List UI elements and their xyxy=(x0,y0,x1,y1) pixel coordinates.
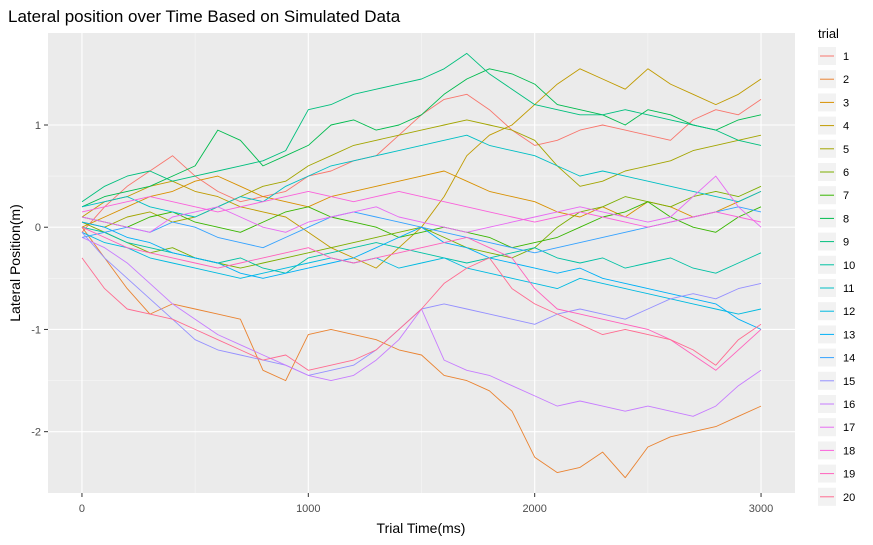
legend-item-trial-14: 14 xyxy=(818,348,855,367)
x-tick-label: 1000 xyxy=(296,503,320,515)
legend-label: 18 xyxy=(843,445,855,457)
series-line-trial-11 xyxy=(81,134,762,218)
x-tick-label: 2000 xyxy=(522,503,546,515)
series-lines xyxy=(81,52,762,479)
legend-label: 8 xyxy=(843,213,849,225)
legend-item-trial-18: 18 xyxy=(818,441,855,460)
y-tick-label: 0 xyxy=(35,222,41,234)
legend-label: 11 xyxy=(843,283,854,295)
legend-item-trial-11: 11 xyxy=(818,279,854,297)
x-tick-label: 0 xyxy=(79,503,85,515)
legend-item-trial-9: 9 xyxy=(818,232,849,251)
y-axis: -2 -1 0 1 xyxy=(31,120,48,439)
series-line-trial-9 xyxy=(81,52,762,203)
series-line-trial-12 xyxy=(81,231,762,315)
legend-label: 3 xyxy=(843,97,849,109)
legend-label: 2 xyxy=(843,74,849,86)
x-axis-title: Trial Time(ms) xyxy=(377,520,466,536)
legend-label: 5 xyxy=(843,144,849,156)
legend-item-trial-8: 8 xyxy=(818,209,849,228)
legend-label: 1 xyxy=(843,51,849,63)
legend-item-trial-20: 20 xyxy=(818,487,855,506)
legend-label: 12 xyxy=(843,306,855,318)
legend-item-trial-6: 6 xyxy=(818,163,849,181)
legend-title: trial xyxy=(818,26,839,41)
x-tick-label: 3000 xyxy=(749,503,773,515)
legend-label: 9 xyxy=(843,237,849,249)
legend-label: 20 xyxy=(843,492,855,504)
series-line-trial-18 xyxy=(81,190,762,228)
chart-title: Lateral position over Time Based on Simu… xyxy=(8,7,401,26)
legend-item-trial-1: 1 xyxy=(818,47,849,65)
series-line-trial-7 xyxy=(81,201,762,249)
legend-item-trial-13: 13 xyxy=(818,325,855,344)
series-line-trial-20 xyxy=(81,257,762,371)
legend-label: 16 xyxy=(843,399,855,411)
legend-item-trial-4: 4 xyxy=(818,116,849,135)
series-line-trial-8 xyxy=(81,68,762,208)
legend-label: 6 xyxy=(843,167,849,179)
legend-item-trial-5: 5 xyxy=(818,139,849,158)
legend-item-trial-7: 7 xyxy=(818,186,849,205)
y-tick-label: -1 xyxy=(31,324,41,336)
legend-label: 7 xyxy=(843,190,849,202)
legend-item-trial-2: 2 xyxy=(818,70,849,89)
y-tick-label: 1 xyxy=(35,120,41,132)
legend-label: 10 xyxy=(843,260,855,272)
legend-label: 4 xyxy=(843,121,849,133)
legend-item-trial-16: 16 xyxy=(818,395,855,413)
legend-label: 17 xyxy=(843,422,855,434)
legend-label: 15 xyxy=(843,376,855,388)
y-tick-label: -2 xyxy=(31,427,41,439)
series-line-trial-19 xyxy=(81,226,762,371)
legend-label: 19 xyxy=(843,469,855,481)
legend-item-trial-12: 12 xyxy=(818,302,855,321)
y-axis-title: Lateral Position(m) xyxy=(7,204,23,322)
series-line-trial-17 xyxy=(81,175,762,233)
legend-item-trial-15: 15 xyxy=(818,371,855,390)
legend-item-trial-17: 17 xyxy=(818,418,855,437)
legend-item-trial-19: 19 xyxy=(818,464,855,483)
series-line-trial-2 xyxy=(81,226,762,479)
legend-label: 14 xyxy=(843,353,855,365)
legend-label: 13 xyxy=(843,329,855,341)
legend-item-trial-10: 10 xyxy=(818,255,855,274)
legend-item-trial-3: 3 xyxy=(818,93,849,112)
x-axis: 0 1000 2000 3000 xyxy=(79,493,773,515)
